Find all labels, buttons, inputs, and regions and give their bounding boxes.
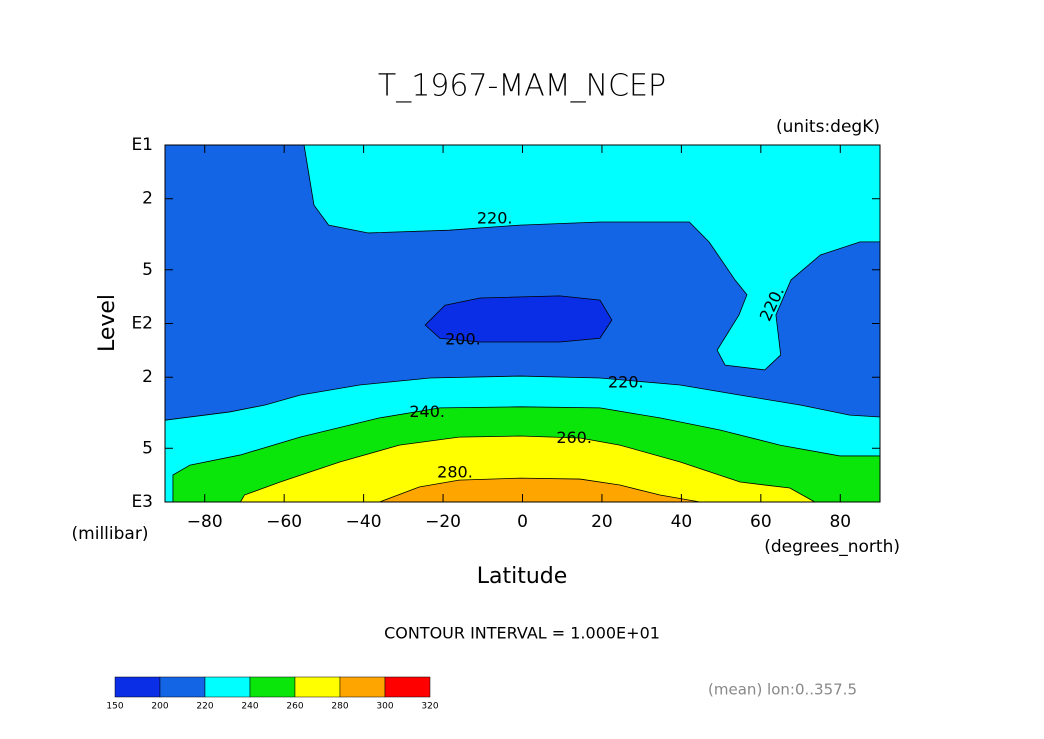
note: (mean) lon:0..357.5 [708, 681, 857, 699]
x-tick-label: 20 [591, 512, 613, 532]
y-tick-label: 5 [142, 438, 153, 458]
y-tick-label: 2 [142, 189, 153, 209]
y-axis-label: Level [95, 294, 120, 352]
chart-title: T_1967-MAM_NCEP [378, 69, 666, 104]
colorbar-label: 200 [151, 702, 168, 712]
colorbar-swatch [384, 676, 431, 698]
y-tick-label: 5 [142, 260, 153, 280]
colorbar-swatch [159, 676, 206, 698]
colorbar-swatch [294, 676, 341, 698]
contour-region [379, 477, 701, 503]
footer: CONTOUR INTERVAL = 1.000E+01 [384, 624, 660, 643]
x-tick-label: −60 [266, 512, 302, 532]
y-tick-label: E1 [131, 135, 153, 155]
x-tick-label: −20 [425, 512, 461, 532]
contour-region [239, 435, 817, 503]
y-units: (millibar) [72, 524, 149, 544]
y-tick-label: E3 [131, 492, 153, 512]
colorbar-swatch [249, 676, 296, 698]
colorbar-label: 280 [331, 702, 348, 712]
x-tick-label: 80 [829, 512, 851, 532]
contour-label: 280. [437, 463, 473, 482]
colorbar-label: 320 [421, 702, 438, 712]
x-tick-label: 40 [671, 512, 693, 532]
colorbar-swatch [114, 676, 161, 698]
x-tick-label: 0 [517, 512, 528, 532]
x-tick-label: −40 [346, 512, 382, 532]
units: (units:degK) [776, 117, 880, 137]
contour-label: 200. [445, 330, 481, 349]
contour-label: 240. [409, 402, 445, 421]
colorbar-label: 260 [286, 702, 303, 712]
colorbar-swatch [339, 676, 386, 698]
contour-label: 220. [477, 209, 513, 228]
y-tick-label: 2 [142, 367, 153, 387]
contour-label: 220. [608, 372, 644, 391]
colorbar-label: 300 [376, 702, 393, 712]
contour-region [303, 144, 881, 371]
x-tick-label: −80 [187, 512, 223, 532]
colorbar-label: 150 [106, 702, 123, 712]
colorbar-swatch [204, 676, 251, 698]
x-units: (degrees_north) [764, 537, 900, 557]
colorbar-label: 220 [196, 702, 213, 712]
contour-label: 260. [556, 428, 592, 447]
x-tick-label: 60 [750, 512, 772, 532]
y-tick-label: E2 [131, 314, 153, 334]
contour-region [424, 295, 613, 343]
x-axis-label: Latitude [477, 564, 568, 589]
colorbar-label: 240 [241, 702, 258, 712]
